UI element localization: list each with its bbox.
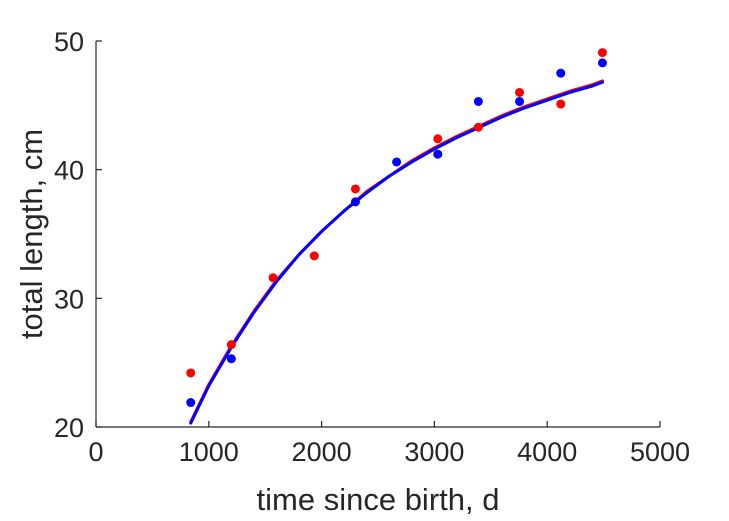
data-point [392, 157, 402, 167]
data-point [186, 368, 196, 378]
data-point [473, 122, 483, 132]
y-tick-label: 20 [54, 413, 84, 443]
x-tick-label: 1000 [179, 437, 239, 467]
data-point [556, 99, 566, 109]
fit-curve-3 [189, 80, 604, 425]
data-point [473, 96, 483, 106]
data-point [515, 96, 525, 106]
tick-labels: 0 1000 2000 3000 4000 5000 20 30 40 50 [54, 27, 690, 467]
data-point [268, 273, 278, 283]
y-tick-label: 40 [54, 156, 84, 186]
x-tick-label: 2000 [292, 437, 352, 467]
x-tick-label: 3000 [404, 437, 464, 467]
fit-curve-2 [189, 79, 604, 424]
y-tick-label: 50 [54, 27, 84, 57]
data-point [556, 68, 566, 78]
data-point [515, 87, 525, 97]
data-point [350, 184, 360, 194]
data-point [350, 197, 360, 207]
x-axis-title: time since birth, d [257, 482, 500, 517]
x-tick-label: 0 [88, 437, 103, 467]
y-axis-title: total length, cm [14, 129, 49, 339]
data-point [226, 354, 236, 364]
data-point [226, 340, 236, 350]
data-point [309, 251, 319, 261]
data-point [433, 134, 443, 144]
data-point [597, 58, 607, 68]
data-point [433, 149, 443, 159]
axes [95, 40, 661, 428]
data-point [597, 48, 607, 58]
fitted-curves [189, 79, 604, 425]
data-points [186, 48, 607, 408]
data-point [186, 398, 196, 408]
x-tick-label: 5000 [630, 437, 690, 467]
x-tick-label: 4000 [517, 437, 577, 467]
y-tick-label: 30 [54, 284, 84, 314]
